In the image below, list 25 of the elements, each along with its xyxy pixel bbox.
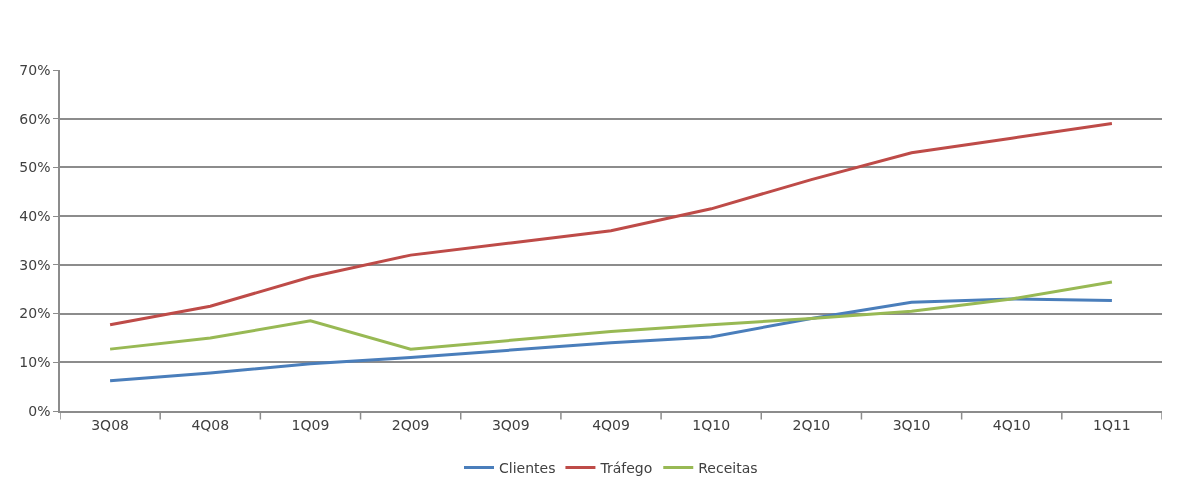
legend-label: Receitas [698,459,758,476]
x-tick-label: 1Q09 [291,416,330,433]
x-tick-label: 2Q09 [391,416,430,433]
legend-label: Tráfego [599,459,653,476]
y-tick-label: 10% [19,354,51,371]
x-tick-label: 4Q10 [992,416,1031,433]
x-tick-label: 3Q09 [491,416,530,433]
y-tick-label: 30% [19,256,51,273]
x-tick-label: 1Q11 [1093,416,1131,433]
x-tick-label: 2Q10 [792,416,831,433]
x-tick-label: 4Q08 [191,416,230,433]
y-tick-label: 0% [28,402,51,419]
x-tick-label: 1Q10 [692,416,731,433]
y-tick-label: 40% [19,208,51,225]
line-series [108,297,1114,383]
x-tick-label: 3Q08 [91,416,129,433]
y-tick-label: 50% [19,159,51,176]
line-series [108,280,1114,351]
line-series [108,122,1114,327]
x-tick-label: 4Q09 [592,416,630,433]
y-tick-label: 20% [19,305,51,322]
y-tick-label: 70% [19,61,51,78]
y-tick-label: 60% [19,110,51,127]
legend-label: Clientes [499,459,556,476]
x-tick-label: 3Q10 [892,416,931,433]
